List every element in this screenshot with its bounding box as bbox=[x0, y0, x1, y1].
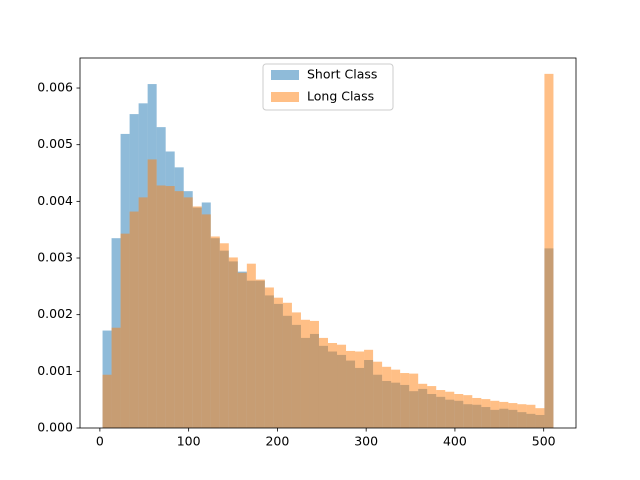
y-tick-label: 0.002 bbox=[37, 306, 73, 321]
bar bbox=[219, 243, 229, 428]
bar bbox=[228, 257, 238, 428]
bar bbox=[346, 350, 356, 428]
bar bbox=[364, 349, 374, 428]
bar bbox=[535, 408, 545, 428]
bar bbox=[309, 320, 319, 428]
y-tick-label: 0.004 bbox=[37, 193, 73, 208]
bar bbox=[138, 197, 148, 428]
bar bbox=[210, 236, 220, 428]
bar bbox=[255, 279, 265, 428]
bar bbox=[328, 343, 338, 428]
legend-swatch bbox=[271, 70, 299, 80]
bar bbox=[318, 337, 328, 428]
bar bbox=[400, 373, 410, 428]
bar bbox=[201, 214, 211, 428]
bar bbox=[264, 287, 274, 428]
y-tick-label: 0.005 bbox=[37, 136, 73, 151]
bar bbox=[174, 191, 184, 428]
bar bbox=[490, 400, 500, 428]
bar bbox=[291, 312, 301, 428]
bar bbox=[391, 369, 401, 428]
bar bbox=[445, 391, 455, 428]
y-tick-label: 0.000 bbox=[37, 420, 73, 435]
bar bbox=[373, 361, 383, 428]
x-tick-label: 500 bbox=[532, 434, 556, 449]
bar bbox=[282, 302, 292, 428]
y-tick-label: 0.006 bbox=[37, 80, 73, 95]
bar bbox=[300, 319, 310, 428]
bar bbox=[499, 401, 509, 428]
bar bbox=[472, 397, 482, 428]
bar bbox=[246, 263, 256, 428]
bar bbox=[508, 403, 518, 428]
bar bbox=[337, 344, 347, 428]
bar bbox=[436, 390, 446, 428]
bar bbox=[526, 404, 536, 428]
legend-swatch bbox=[271, 92, 299, 102]
bar bbox=[165, 186, 175, 428]
bar bbox=[129, 211, 139, 428]
x-tick-label: 400 bbox=[443, 434, 467, 449]
x-tick-label: 100 bbox=[177, 434, 201, 449]
legend-label: Short Class bbox=[307, 67, 377, 82]
bar bbox=[517, 404, 527, 428]
bar bbox=[156, 185, 166, 428]
bar bbox=[120, 233, 130, 428]
x-tick-label: 0 bbox=[96, 434, 104, 449]
bar bbox=[463, 395, 473, 428]
legend-label: Long Class bbox=[307, 89, 374, 104]
y-tick-label: 0.001 bbox=[37, 363, 73, 378]
x-tick-label: 200 bbox=[265, 434, 289, 449]
bar bbox=[481, 399, 491, 428]
bar bbox=[147, 159, 157, 428]
y-tick-label: 0.003 bbox=[37, 250, 73, 265]
x-tick-label: 300 bbox=[354, 434, 378, 449]
bar bbox=[273, 297, 283, 428]
bar bbox=[237, 272, 247, 428]
bar bbox=[418, 383, 428, 428]
plot-frame bbox=[79, 57, 577, 429]
bar bbox=[355, 351, 365, 428]
bar bbox=[102, 374, 112, 428]
bar bbox=[409, 373, 419, 428]
bar bbox=[192, 206, 202, 428]
bar bbox=[111, 327, 121, 428]
bar bbox=[427, 386, 437, 428]
bar bbox=[382, 366, 392, 428]
bar bbox=[454, 394, 464, 428]
bar bbox=[183, 197, 193, 428]
bar bbox=[544, 73, 554, 428]
